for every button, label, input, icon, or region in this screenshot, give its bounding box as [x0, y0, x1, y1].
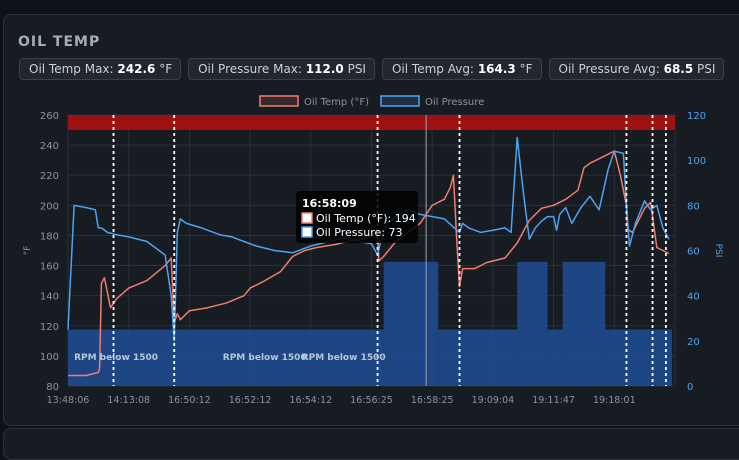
y-right-tick-label: 40: [687, 292, 700, 303]
y-right-tick-label: 20: [687, 337, 700, 348]
stat-value: 242.6: [117, 62, 156, 76]
tooltip-pressure-line: Oil Pressure: 73: [316, 226, 402, 239]
y-left-tick-label: 200: [40, 201, 59, 212]
legend-swatch-oil-temp[interactable]: [259, 95, 299, 107]
stat-label: Oil Temp Max:: [29, 62, 114, 76]
y-left-tick-label: 240: [40, 141, 59, 152]
y-right-axis-title: PSI: [713, 244, 723, 258]
y-right-tick-label: 100: [687, 156, 706, 167]
rpm-annotation: RPM below 1500: [302, 353, 386, 363]
legend-swatch-oil-pressure[interactable]: [380, 95, 420, 107]
stat-label: Oil Temp Avg:: [391, 62, 474, 76]
stat-unit: PSI: [347, 62, 366, 76]
tooltip-temp-line: Oil Temp (°F): 194: [316, 212, 416, 225]
stat-oil-temp-max: Oil Temp Max: 242.6 °F: [19, 58, 182, 80]
x-tick-label: 16:50:12: [168, 395, 211, 406]
y-right-tick-label: 0: [687, 382, 693, 393]
panel-title: OIL TEMP: [18, 34, 101, 50]
x-tick-label: 16:56:25: [350, 395, 393, 406]
y-left-axis-title: °F: [23, 246, 33, 256]
stat-oil-temp-avg: Oil Temp Avg: 164.3 °F: [381, 58, 542, 80]
stat-oil-pressure-avg: Oil Pressure Avg: 68.5 PSI: [548, 58, 725, 80]
stat-unit: °F: [159, 62, 173, 76]
x-tick-label: 14:13:08: [107, 395, 150, 406]
x-tick-label: 16:54:12: [289, 395, 332, 406]
series-line-oil-temp: [68, 150, 670, 377]
x-tick-label: 16:52:12: [229, 395, 272, 406]
x-tick-label: 16:58:25: [411, 395, 454, 406]
x-tick-label: 13:48:06: [47, 395, 90, 406]
chart-legend[interactable]: Oil Temp (°F) Oil Pressure: [259, 95, 484, 108]
y-left-tick-label: 160: [40, 262, 59, 273]
stat-unit: °F: [519, 62, 533, 76]
legend-label-oil-pressure[interactable]: Oil Pressure: [425, 97, 484, 108]
tooltip-time: 16:58:09: [302, 197, 357, 210]
stats-bar: Oil Temp Max: 242.6 °F Oil Pressure Max:…: [19, 58, 725, 80]
stat-value: 164.3: [477, 62, 516, 76]
rpm-annotation: RPM below 1500: [74, 353, 158, 363]
y-left-tick-label: 80: [46, 382, 59, 393]
rpm-low-region: [547, 329, 563, 386]
hover-tooltip: 16:58:09 Oil Temp (°F): 194 Oil Pressure…: [296, 191, 418, 243]
stat-unit: PSI: [697, 62, 716, 76]
x-tick-label: 19:09:04: [472, 395, 515, 406]
rpm-low-region: [68, 329, 384, 386]
y-left-tick-label: 140: [40, 292, 59, 303]
x-tick-label: 19:18:01: [593, 395, 636, 406]
threshold-band: [68, 115, 675, 131]
stat-value: 112.0: [305, 62, 344, 76]
stat-label: Oil Pressure Avg:: [558, 62, 660, 76]
y-left-tick-label: 100: [40, 352, 59, 363]
stat-oil-pressure-max: Oil Pressure Max: 112.0 PSI: [188, 58, 375, 80]
rpm-low-region: [383, 261, 439, 386]
y-left-tick-label: 220: [40, 171, 59, 182]
chart-axes: 80 100 120 140 160 180 200 220 240 260 0 20 40 60 80 10…: [23, 111, 723, 406]
next-panel: [3, 428, 739, 460]
rpm-low-region: [605, 329, 672, 386]
y-left-tick-label: 260: [40, 111, 59, 122]
rpm-low-region: [562, 261, 606, 386]
rpm-low-region: [438, 329, 518, 386]
tooltip-box: [296, 191, 418, 243]
y-right-tick-label: 60: [687, 247, 700, 258]
x-tick-label: 19:11:47: [532, 395, 575, 406]
y-right-tick-label: 120: [687, 111, 706, 122]
y-right-tick-label: 80: [687, 201, 700, 212]
legend-label-oil-temp[interactable]: Oil Temp (°F): [304, 97, 369, 108]
tooltip-temp-swatch: [301, 212, 313, 224]
marker-lines: [112, 115, 667, 386]
y-left-tick-label: 120: [40, 322, 59, 333]
stat-label: Oil Pressure Max:: [198, 62, 302, 76]
rpm-low-region: [517, 261, 548, 386]
threshold-band-rect: [68, 115, 675, 131]
oil-temp-chart[interactable]: Oil Temp (°F) Oil Pressure RPM below 150…: [0, 0, 739, 441]
stat-value: 68.5: [663, 62, 694, 76]
y-left-tick-label: 180: [40, 231, 59, 242]
rpm-annotation: RPM below 1500: [223, 353, 307, 363]
rpm-low-regions: [68, 261, 672, 386]
tooltip-pressure-swatch: [301, 226, 313, 238]
